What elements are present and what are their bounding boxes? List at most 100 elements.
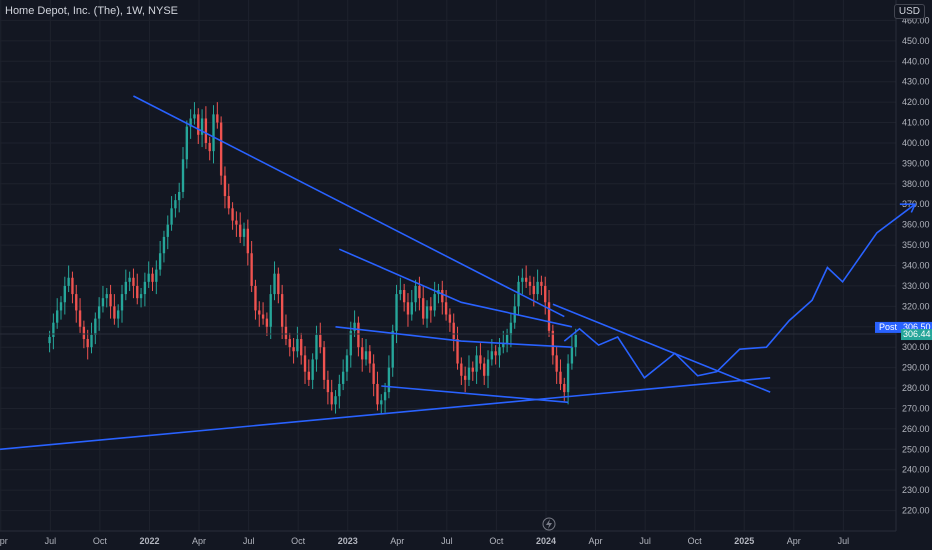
candle-body <box>509 322 513 335</box>
x-tick-label: Apr <box>0 536 8 546</box>
candle-body <box>90 334 93 348</box>
candle-body <box>178 191 181 201</box>
candle-body <box>200 118 204 135</box>
x-tick-label: 2025 <box>734 536 754 546</box>
candle-body <box>303 355 307 372</box>
y-tick-label: 380.00 <box>902 179 930 189</box>
candle-body <box>273 273 276 295</box>
candle-body <box>67 277 70 286</box>
post-label-badge <box>875 321 901 333</box>
candle-body <box>330 392 333 405</box>
candle-body <box>486 359 490 376</box>
candle-body <box>345 355 349 372</box>
y-tick-label: 230.00 <box>902 485 930 495</box>
trendline-descending-resistance <box>338 248 573 328</box>
candle-body <box>109 294 112 307</box>
candle-body <box>105 294 108 299</box>
candle-body <box>399 290 402 295</box>
x-tick-label: Apr <box>787 536 801 546</box>
y-tick-label: 390.00 <box>902 158 930 168</box>
y-tick-label: 430.00 <box>902 77 930 87</box>
candle-body <box>258 310 261 315</box>
candle-body <box>197 114 200 135</box>
candle-body <box>117 310 120 319</box>
x-tick-label: Oct <box>93 536 108 546</box>
candle-body <box>406 302 410 315</box>
x-tick-label: Apr <box>192 536 206 546</box>
candle-body <box>429 306 433 311</box>
candle-body <box>181 159 185 192</box>
candle-body <box>448 314 452 323</box>
trendline-triangle-extension <box>552 303 771 393</box>
x-tick-label: 2022 <box>139 536 159 546</box>
y-tick-label: 240.00 <box>902 465 930 475</box>
candle-body <box>547 302 551 331</box>
candle-body <box>460 363 463 376</box>
candle-body <box>147 273 150 282</box>
candle-body <box>353 322 356 331</box>
candle-body <box>101 298 105 307</box>
candle-body <box>498 347 501 356</box>
trendline-arrow-head <box>899 203 917 213</box>
last-price-badge <box>901 329 932 341</box>
candle-body <box>212 114 215 152</box>
y-tick-label: 300.00 <box>902 342 930 352</box>
candle-body <box>452 322 455 340</box>
candle-body <box>456 339 459 364</box>
candle-body <box>235 220 238 225</box>
candle-body <box>296 339 299 352</box>
candle-body <box>204 118 208 143</box>
y-tick-label: 220.00 <box>902 506 930 516</box>
candle-body <box>185 126 189 160</box>
candle-body <box>349 330 352 356</box>
candle-body <box>265 318 269 327</box>
candle-body <box>444 302 448 315</box>
candle-body <box>410 302 413 315</box>
candle-body <box>383 392 387 401</box>
trendline-channel-bottom <box>381 385 569 404</box>
candle-body <box>467 367 471 380</box>
candle-body <box>311 359 314 380</box>
candle-body <box>143 281 147 295</box>
candle-body <box>59 302 63 311</box>
trendline-upper-downtrend <box>133 95 565 318</box>
y-tick-label: 460.00 <box>902 15 930 25</box>
candle-body <box>113 306 116 319</box>
trendline-projection-path <box>563 203 916 379</box>
candle-body <box>463 375 467 380</box>
y-tick-label: 340.00 <box>902 261 930 271</box>
candle-body <box>441 290 444 303</box>
post-price-value: 306.50 <box>903 322 931 332</box>
candle-body <box>475 355 478 372</box>
candle-body <box>376 383 379 405</box>
x-tick-label: Jul <box>441 536 453 546</box>
x-tick-label: Oct <box>688 536 703 546</box>
x-tick-label: 2023 <box>338 536 358 546</box>
candle-body <box>246 228 250 254</box>
x-tick-label: Oct <box>291 536 306 546</box>
x-tick-label: Jul <box>639 536 651 546</box>
candle-body <box>151 273 154 282</box>
y-tick-label: 330.00 <box>902 281 930 291</box>
candle-body <box>322 347 326 380</box>
candle-body <box>559 371 562 384</box>
candle-body <box>319 334 322 348</box>
candle-body <box>75 294 78 311</box>
candle-body <box>402 290 406 303</box>
candle-body <box>300 339 303 356</box>
candle-body <box>132 277 135 286</box>
candle-body <box>540 281 543 286</box>
candle-body <box>505 334 509 344</box>
candle-body <box>174 200 177 209</box>
lightning-icon <box>542 517 556 531</box>
y-tick-label: 250.00 <box>902 444 930 454</box>
candle-body <box>544 285 547 303</box>
y-tick-label: 410.00 <box>902 118 930 128</box>
currency-button[interactable]: USD <box>893 4 925 19</box>
candle-body <box>128 277 131 282</box>
candle-body <box>524 277 528 282</box>
x-tick-label: Jul <box>243 536 255 546</box>
candle-body <box>532 285 535 295</box>
